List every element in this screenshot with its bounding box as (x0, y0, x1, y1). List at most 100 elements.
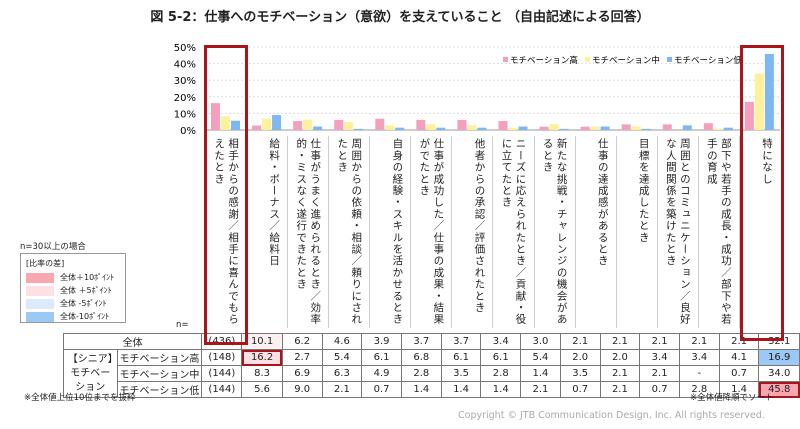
table-cell: 2.1 (678, 333, 720, 350)
bar-high (621, 124, 631, 130)
n-value: (144) (201, 381, 243, 398)
table-row-total: 全体 (436) 10.1 6.2 4.6 3.9 3.7 3.7 3.4 3.0 2.1 2.1… (62, 333, 800, 350)
legend-swatch (667, 57, 672, 62)
category-label: 自身の経験・スキルを活かせるとき (369, 136, 410, 328)
table-cell: 16.2 (241, 349, 283, 366)
bar-mid (221, 116, 230, 130)
bar-chart: 0% 10% 20% 30% 40% 50% モチベーション高 モチベーション中 モチベーション… (174, 43, 780, 137)
bar-high (498, 121, 508, 130)
table-cell: 1.4 (440, 381, 482, 398)
highlight-box-top1 (204, 45, 248, 345)
category-label: 給料・ボーナス／給料日 (246, 136, 287, 328)
category-label: 仕事が成功した／仕事の成果・結果がでたとき (410, 136, 451, 328)
table-cell: 3.0 (520, 333, 561, 350)
table-row-low: モチベーション低 (144) 5.6 9.0 2.1 0.7 1.4 1.4 1.4 2.1 0… (64, 381, 800, 398)
highlight-box-none (740, 45, 784, 341)
bar-high (211, 103, 220, 130)
bar-low (313, 126, 323, 130)
table-cell: 2.1 (718, 333, 760, 350)
table-cell: 2.1 (599, 381, 641, 398)
category-label: ニーズに応えられたとき／貢献・役に立てたとき (492, 136, 533, 328)
table-cell: - (678, 365, 720, 382)
bar-high (252, 125, 262, 130)
category-label: 仕事がうまく進められるとき／効率的・ミスなく遂行できたとき (287, 136, 328, 328)
legend-condition: n=30以上の場合 (20, 242, 86, 252)
bar-low (559, 128, 569, 130)
diff-legend: [比率の差] 全体＋10ﾎﾟｲﾝﾄ 全体 ＋5ﾎﾟｲﾝﾄ 全体 -5ﾎﾟｲﾝﾄ … (20, 253, 126, 323)
bar-low (272, 115, 282, 130)
bar-high (334, 119, 344, 130)
table-cell: 2.8 (400, 365, 442, 382)
bar-low (395, 127, 405, 130)
bar-low (600, 126, 610, 130)
bar-high (539, 126, 549, 130)
table-cell: 5.4 (321, 349, 363, 366)
table-cell: 3.5 (559, 365, 601, 382)
n-value: (148) (201, 349, 243, 366)
category-label: 他者からの承認／評価されたとき (451, 136, 492, 328)
category-label: 特になし (738, 136, 780, 328)
bar-mid (467, 125, 477, 130)
bar-low (231, 120, 240, 130)
y-tick-label: 30% (174, 76, 196, 87)
diff-legend-title: [比率の差] (26, 259, 65, 268)
table-cell: 4.9 (361, 365, 402, 382)
table-cell: 1.4 (718, 381, 760, 398)
table-cell: 6.9 (281, 365, 323, 382)
table-cell: 3.9 (361, 333, 402, 350)
bar-mid (385, 125, 395, 130)
bar-low (764, 53, 774, 130)
table-cell: 8.3 (241, 365, 283, 382)
table-cell: 3.4 (678, 349, 720, 366)
table-cell: 2.8 (480, 365, 522, 382)
bar-low (518, 126, 528, 130)
table-cell: 3.7 (400, 333, 442, 350)
row-label: 全体 (62, 333, 203, 350)
table-row-mid: モチベーション中 (144) 8.3 6.9 6.3 4.9 2.8 3.5 2.8 1.4 3… (64, 365, 800, 382)
bar-low (477, 127, 487, 130)
table-cell: 2.1 (559, 333, 601, 350)
bar-mid (344, 121, 354, 130)
category-label: 仕事の達成感があるとき (574, 136, 616, 328)
table-cell: 6.3 (321, 365, 363, 382)
bar-mid (590, 126, 600, 130)
bar-high (703, 123, 713, 130)
y-tick-label: 50% (174, 43, 196, 54)
table-cell: 3.7 (440, 333, 482, 350)
table-cell: 10.1 (241, 333, 283, 350)
y-tick-label: 10% (174, 109, 196, 120)
table-cell: 4.6 (321, 333, 363, 350)
table-cell: 3.4 (480, 333, 522, 350)
bar-high (457, 119, 467, 130)
bar-high (293, 121, 303, 130)
table-cell: 2.1 (639, 365, 680, 382)
legend-swatch (585, 57, 590, 62)
n-value: (144) (201, 365, 243, 382)
bar-low (641, 128, 651, 130)
table-cell: 2.1 (520, 381, 561, 398)
bar-high (662, 124, 672, 130)
bar-mid (508, 127, 518, 130)
category-label: 部下や若手の成長・成功／部下や若手の育成 (697, 136, 739, 328)
table-row-high: 【シニア】モチベーション モチベーション高 (148) 16.2 2.7 5.4 6.… (63, 349, 800, 398)
table-cell: 2.7 (281, 349, 323, 366)
row-label: モチベーション中 (116, 365, 203, 382)
bar-mid (262, 118, 272, 130)
row-label: モチベーション高 (116, 349, 203, 366)
category-label: 目標を達成したとき (615, 136, 657, 328)
table-cell: 2.8 (678, 381, 720, 398)
legend-minus5: 全体 -5ﾎﾟｲﾝﾄ (26, 297, 125, 310)
table-cell: 5.6 (241, 381, 283, 398)
bar-high (580, 126, 590, 130)
table-cell: 6.1 (440, 349, 482, 366)
bar-low (354, 128, 364, 130)
table-cell: 0.7 (559, 381, 601, 398)
legend-minus10: 全体-10ﾎﾟｲﾝﾄ (26, 310, 125, 323)
category-label: 周囲からの依頼・相談／頼りにされたとき (328, 136, 369, 328)
table-cell: 6.2 (281, 333, 323, 350)
data-table: 全体 (436) 10.1 6.2 4.6 3.9 3.7 3.7 3.4 3.0 2.1 2.1… (62, 333, 800, 398)
group-label: 【シニア】モチベーション (63, 349, 118, 398)
table-cell: 0.7 (718, 365, 760, 382)
bar-low (723, 127, 733, 130)
